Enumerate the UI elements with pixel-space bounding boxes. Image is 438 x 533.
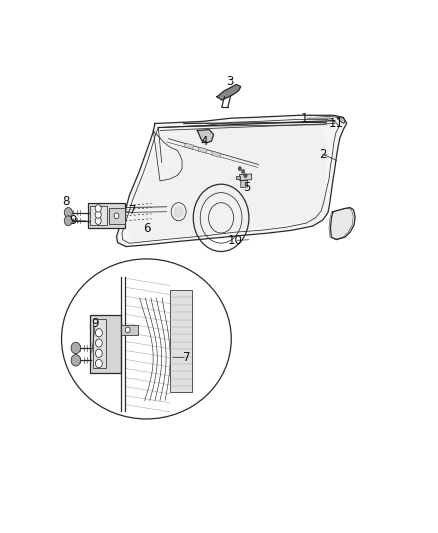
Bar bbox=[121, 325, 138, 335]
Circle shape bbox=[114, 213, 119, 219]
Text: 1: 1 bbox=[300, 111, 308, 125]
Circle shape bbox=[244, 174, 247, 177]
Polygon shape bbox=[197, 130, 214, 143]
Text: 9: 9 bbox=[70, 214, 77, 227]
Polygon shape bbox=[240, 174, 251, 181]
Polygon shape bbox=[117, 115, 346, 247]
Circle shape bbox=[173, 206, 184, 218]
Circle shape bbox=[95, 329, 102, 337]
Polygon shape bbox=[217, 84, 241, 100]
Circle shape bbox=[95, 349, 102, 358]
Circle shape bbox=[71, 354, 81, 366]
Polygon shape bbox=[128, 122, 326, 241]
Polygon shape bbox=[337, 117, 345, 124]
Bar bbox=[93, 319, 106, 368]
Circle shape bbox=[95, 339, 102, 347]
Text: 6: 6 bbox=[143, 222, 150, 236]
Circle shape bbox=[238, 166, 241, 171]
Polygon shape bbox=[241, 180, 247, 188]
Text: 3: 3 bbox=[226, 75, 233, 88]
Circle shape bbox=[95, 205, 101, 212]
Bar bbox=[184, 143, 194, 149]
Text: 5: 5 bbox=[243, 181, 250, 193]
Bar bbox=[170, 290, 192, 392]
Bar bbox=[212, 151, 221, 157]
Circle shape bbox=[64, 216, 72, 225]
Text: 7: 7 bbox=[184, 351, 191, 364]
Bar bbox=[90, 315, 121, 373]
Polygon shape bbox=[330, 207, 355, 240]
Circle shape bbox=[64, 207, 72, 217]
Ellipse shape bbox=[61, 259, 231, 419]
Circle shape bbox=[71, 342, 81, 354]
Circle shape bbox=[95, 217, 101, 224]
Bar bbox=[237, 175, 240, 179]
Circle shape bbox=[95, 211, 101, 219]
Circle shape bbox=[241, 169, 245, 174]
Bar bbox=[198, 147, 207, 153]
Text: 10: 10 bbox=[227, 234, 242, 247]
Bar bbox=[90, 206, 107, 225]
Text: 8: 8 bbox=[62, 195, 69, 207]
Text: 11: 11 bbox=[329, 117, 344, 130]
Circle shape bbox=[125, 327, 130, 333]
Circle shape bbox=[95, 359, 102, 368]
Text: 7: 7 bbox=[129, 204, 137, 217]
Bar bbox=[88, 203, 125, 228]
Text: 9: 9 bbox=[92, 317, 99, 330]
Text: 4: 4 bbox=[200, 135, 208, 148]
Text: 2: 2 bbox=[319, 148, 327, 161]
Bar bbox=[109, 207, 125, 224]
